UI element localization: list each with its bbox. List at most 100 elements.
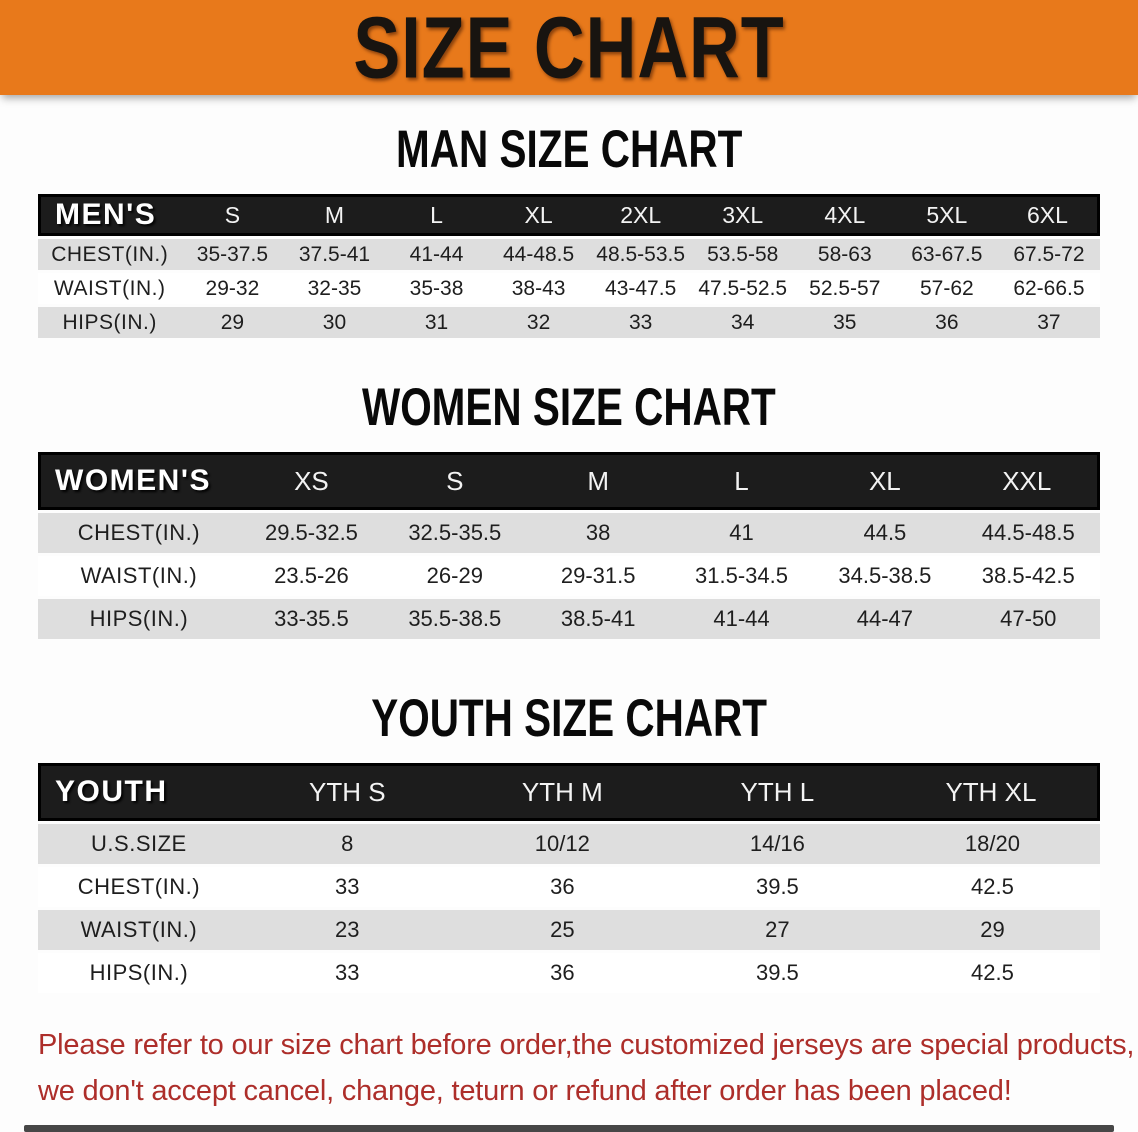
table-row: WAIST(IN.) 23.5-26 26-29 29-31.5 31.5-34.5 34… <box>38 556 1100 596</box>
row-label: HIPS(IN.) <box>38 599 240 639</box>
row-label: HIPS(IN.) <box>38 307 182 338</box>
banner-title: SIZE CHART <box>353 0 785 97</box>
table-header-label: MEN'S <box>38 194 182 236</box>
size-value-cell: 41 <box>669 513 814 553</box>
size-value-cell: 29 <box>181 307 284 338</box>
row-label: CHEST(IN.) <box>38 513 240 553</box>
size-value-cell: 8 <box>239 824 455 864</box>
size-value-cell: 18/20 <box>884 824 1100 864</box>
bottom-divider <box>24 1125 1114 1132</box>
size-value-cell: 38 <box>526 513 670 553</box>
table-header-label: YOUTH <box>38 763 240 821</box>
size-value-cell: 27 <box>669 910 885 950</box>
footer-note: Please refer to our size chart before or… <box>0 996 1138 1114</box>
size-column-header: M <box>283 194 386 236</box>
size-value-cell: 34 <box>691 307 794 338</box>
size-value-cell: 57-62 <box>895 273 998 304</box>
size-value-cell: 42.5 <box>884 867 1100 907</box>
section: WOMEN SIZE CHART WOMEN'S XS S M L XL XXL CHEST(I… <box>38 378 1100 642</box>
size-value-cell: 47-50 <box>956 599 1100 639</box>
table-row: CHEST(IN.) 29.5-32.5 32.5-35.5 38 41 44.5 44.5… <box>38 513 1100 553</box>
size-value-cell: 44.5-48.5 <box>956 513 1100 553</box>
size-value-cell: 53.5-58 <box>691 239 794 270</box>
size-column-header: 2XL <box>589 194 692 236</box>
size-value-cell: 63-67.5 <box>895 239 998 270</box>
size-value-cell: 14/16 <box>669 824 885 864</box>
size-value-cell: 35-37.5 <box>181 239 284 270</box>
sections: MAN SIZE CHART MEN'S S M L XL 2XL 3XL 4XL 5XL 6XL C… <box>0 120 1138 996</box>
size-column-header: 3XL <box>691 194 794 236</box>
size-value-cell: 29-31.5 <box>526 556 670 596</box>
table-row: WAIST(IN.) 29-32 32-35 35-38 38-43 43-47.5 47.… <box>38 273 1100 304</box>
table-row: CHEST(IN.) 33 36 39.5 42.5 <box>38 867 1100 907</box>
size-value-cell: 44-48.5 <box>487 239 590 270</box>
size-column-header: YTH M <box>454 763 670 821</box>
size-value-cell: 41-44 <box>385 239 488 270</box>
size-value-cell: 42.5 <box>884 953 1100 993</box>
row-label: CHEST(IN.) <box>38 239 182 270</box>
size-value-cell: 38-43 <box>487 273 590 304</box>
section: MAN SIZE CHART MEN'S S M L XL 2XL 3XL 4XL 5XL 6XL C… <box>38 120 1100 341</box>
size-value-cell: 31.5-34.5 <box>669 556 814 596</box>
size-value-cell: 33 <box>239 867 455 907</box>
size-column-header: XL <box>487 194 590 236</box>
size-value-cell: 33 <box>239 953 455 993</box>
size-value-cell: 36 <box>895 307 998 338</box>
size-column-header: YTH XL <box>884 763 1100 821</box>
size-column-header: XXL <box>956 452 1100 510</box>
size-table: YOUTH YTH S YTH M YTH L YTH XL U.S.SIZE 8 10/12… <box>38 760 1100 996</box>
size-column-header: YTH L <box>669 763 885 821</box>
table-row: HIPS(IN.) 29 30 31 32 33 34 35 36 37 <box>38 307 1100 338</box>
size-value-cell: 32-35 <box>283 273 386 304</box>
footer-line-1: Please refer to our size chart before or… <box>38 1029 1135 1061</box>
row-label: HIPS(IN.) <box>38 953 240 993</box>
size-column-header: YTH S <box>239 763 455 821</box>
size-value-cell: 36 <box>454 953 670 993</box>
footer-line-2: we don't accept cancel, change, teturn o… <box>38 1075 1012 1107</box>
table-header-label: WOMEN'S <box>38 452 240 510</box>
size-value-cell: 39.5 <box>669 867 885 907</box>
size-value-cell: 37.5-41 <box>283 239 386 270</box>
size-value-cell: 37 <box>997 307 1100 338</box>
size-column-header: XS <box>239 452 384 510</box>
size-value-cell: 26-29 <box>383 556 527 596</box>
size-value-cell: 38.5-42.5 <box>956 556 1100 596</box>
size-column-header: 4XL <box>793 194 896 236</box>
size-value-cell: 35-38 <box>385 273 488 304</box>
table-row: HIPS(IN.) 33 36 39.5 42.5 <box>38 953 1100 993</box>
size-value-cell: 44-47 <box>813 599 957 639</box>
size-chart-banner: SIZE CHART <box>0 0 1138 97</box>
size-value-cell: 33 <box>589 307 692 338</box>
size-value-cell: 35 <box>793 307 896 338</box>
size-value-cell: 41-44 <box>669 599 814 639</box>
table-row: U.S.SIZE 8 10/12 14/16 18/20 <box>38 824 1100 864</box>
size-value-cell: 39.5 <box>669 953 885 993</box>
row-label: U.S.SIZE <box>38 824 240 864</box>
section-title: YOUTH SIZE CHART <box>371 689 767 748</box>
size-value-cell: 36 <box>454 867 670 907</box>
size-value-cell: 32 <box>487 307 590 338</box>
section: YOUTH SIZE CHART YOUTH YTH S YTH M YTH L YTH … <box>38 689 1100 996</box>
size-value-cell: 35.5-38.5 <box>383 599 527 639</box>
size-value-cell: 23.5-26 <box>239 556 384 596</box>
size-value-cell: 34.5-38.5 <box>813 556 957 596</box>
size-value-cell: 58-63 <box>793 239 896 270</box>
size-value-cell: 52.5-57 <box>793 273 896 304</box>
table-row: WAIST(IN.) 23 25 27 29 <box>38 910 1100 950</box>
table-header-row: WOMEN'S XS S M L XL XXL <box>38 452 1100 510</box>
table-row: CHEST(IN.) 35-37.5 37.5-41 41-44 44-48.5 48.5… <box>38 239 1100 270</box>
size-column-header: 6XL <box>997 194 1100 236</box>
size-value-cell: 10/12 <box>454 824 670 864</box>
size-value-cell: 29-32 <box>181 273 284 304</box>
table-row: HIPS(IN.) 33-35.5 35.5-38.5 38.5-41 41-44 44-… <box>38 599 1100 639</box>
size-value-cell: 43-47.5 <box>589 273 692 304</box>
row-label: WAIST(IN.) <box>38 273 182 304</box>
size-value-cell: 67.5-72 <box>997 239 1100 270</box>
size-value-cell: 33-35.5 <box>239 599 384 639</box>
size-value-cell: 29.5-32.5 <box>239 513 384 553</box>
size-column-header: XL <box>813 452 957 510</box>
table-header-row: YOUTH YTH S YTH M YTH L YTH XL <box>38 763 1100 821</box>
size-value-cell: 62-66.5 <box>997 273 1100 304</box>
size-column-header: L <box>385 194 488 236</box>
size-value-cell: 47.5-52.5 <box>691 273 794 304</box>
